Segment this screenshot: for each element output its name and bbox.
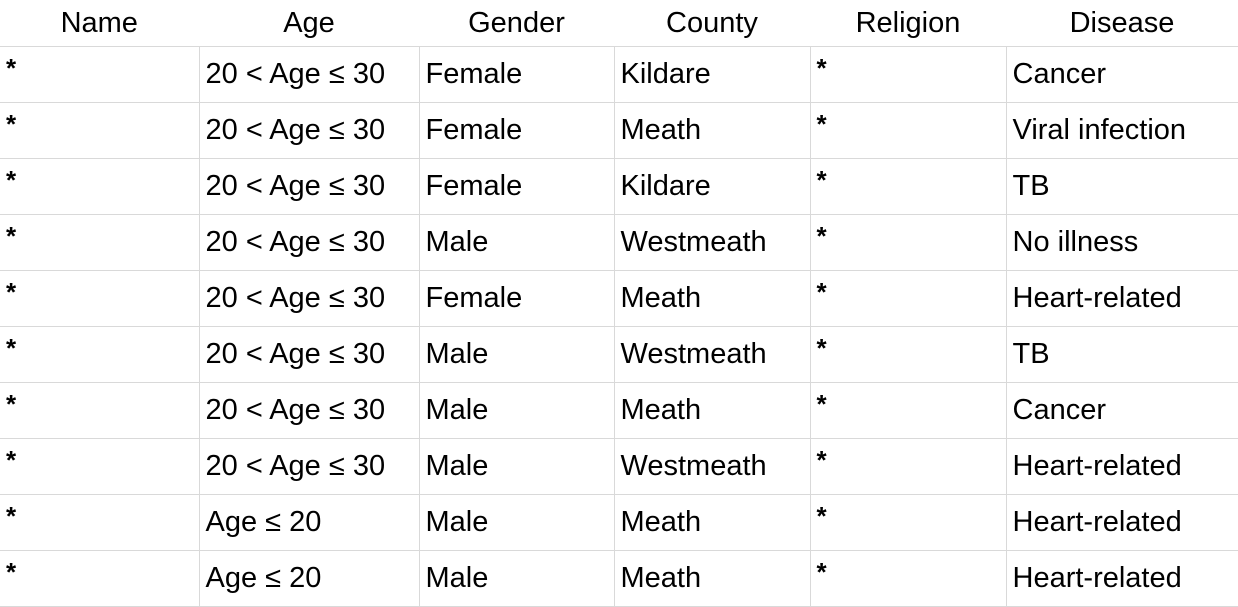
cell-disease[interactable]: Cancer xyxy=(1005,46,1238,103)
cell-name[interactable]: * xyxy=(0,382,200,439)
cell-county[interactable]: Meath xyxy=(613,494,811,551)
cell-age[interactable]: 20 < Age ≤ 30 xyxy=(198,438,420,495)
cell-name[interactable]: * xyxy=(0,550,200,607)
cell-county[interactable]: Meath xyxy=(613,550,811,607)
table-row: * Age ≤ 20 Male Meath * Heart-related xyxy=(0,550,1238,607)
header-gender[interactable]: Gender xyxy=(419,0,614,47)
cell-name[interactable]: * xyxy=(0,214,200,271)
header-county[interactable]: County xyxy=(614,0,810,47)
table-row: * 20 < Age ≤ 30 Female Meath * Heart-related xyxy=(0,270,1238,327)
table-row: * Age ≤ 20 Male Meath * Heart-related xyxy=(0,494,1238,551)
cell-disease[interactable]: Cancer xyxy=(1005,382,1238,439)
header-disease[interactable]: Disease xyxy=(1006,0,1238,47)
table-body: * 20 < Age ≤ 30 Female Kildare * Cancer * 20 < … xyxy=(0,46,1238,607)
cell-gender[interactable]: Male xyxy=(418,550,615,607)
cell-county[interactable]: Meath xyxy=(613,270,811,327)
header-age[interactable]: Age xyxy=(199,0,419,47)
cell-religion[interactable]: * xyxy=(809,382,1007,439)
cell-disease[interactable]: Heart-related xyxy=(1005,438,1238,495)
cell-religion[interactable]: * xyxy=(809,326,1007,383)
cell-religion[interactable]: * xyxy=(809,46,1007,103)
cell-name[interactable]: * xyxy=(0,438,200,495)
cell-age[interactable]: 20 < Age ≤ 30 xyxy=(198,382,420,439)
cell-age[interactable]: 20 < Age ≤ 30 xyxy=(198,326,420,383)
cell-name[interactable]: * xyxy=(0,102,200,159)
table-row: * 20 < Age ≤ 30 Female Meath * Viral infectio… xyxy=(0,102,1238,159)
header-religion[interactable]: Religion xyxy=(810,0,1006,47)
cell-age[interactable]: Age ≤ 20 xyxy=(198,550,420,607)
cell-gender[interactable]: Male xyxy=(418,214,615,271)
cell-religion[interactable]: * xyxy=(809,270,1007,327)
table-row: * 20 < Age ≤ 30 Male Westmeath * No illness xyxy=(0,214,1238,271)
table-row: * 20 < Age ≤ 30 Male Westmeath * Heart-relate… xyxy=(0,438,1238,495)
cell-gender[interactable]: Male xyxy=(418,326,615,383)
cell-gender[interactable]: Male xyxy=(418,438,615,495)
cell-age[interactable]: 20 < Age ≤ 30 xyxy=(198,214,420,271)
cell-name[interactable]: * xyxy=(0,494,200,551)
cell-disease[interactable]: TB xyxy=(1005,326,1238,383)
cell-name[interactable]: * xyxy=(0,158,200,215)
cell-religion[interactable]: * xyxy=(809,494,1007,551)
cell-age[interactable]: 20 < Age ≤ 30 xyxy=(198,158,420,215)
cell-county[interactable]: Westmeath xyxy=(613,438,811,495)
cell-disease[interactable]: Heart-related xyxy=(1005,270,1238,327)
cell-name[interactable]: * xyxy=(0,270,200,327)
cell-county[interactable]: Westmeath xyxy=(613,214,811,271)
cell-disease[interactable]: Heart-related xyxy=(1005,550,1238,607)
cell-religion[interactable]: * xyxy=(809,214,1007,271)
table-row: * 20 < Age ≤ 30 Female Kildare * TB xyxy=(0,158,1238,215)
cell-county[interactable]: Westmeath xyxy=(613,326,811,383)
cell-county[interactable]: Kildare xyxy=(613,158,811,215)
cell-religion[interactable]: * xyxy=(809,158,1007,215)
header-name[interactable]: Name xyxy=(0,0,199,47)
cell-age[interactable]: 20 < Age ≤ 30 xyxy=(198,46,420,103)
cell-name[interactable]: * xyxy=(0,326,200,383)
cell-gender[interactable]: Female xyxy=(418,158,615,215)
cell-religion[interactable]: * xyxy=(809,438,1007,495)
cell-disease[interactable]: Heart-related xyxy=(1005,494,1238,551)
table-row: * 20 < Age ≤ 30 Male Meath * Cancer xyxy=(0,382,1238,439)
cell-religion[interactable]: * xyxy=(809,102,1007,159)
cell-county[interactable]: Meath xyxy=(613,382,811,439)
header-row: Name Age Gender County Religion Disease xyxy=(0,0,1238,47)
cell-age[interactable]: Age ≤ 20 xyxy=(198,494,420,551)
cell-county[interactable]: Kildare xyxy=(613,46,811,103)
cell-gender[interactable]: Female xyxy=(418,102,615,159)
cell-gender[interactable]: Male xyxy=(418,494,615,551)
cell-age[interactable]: 20 < Age ≤ 30 xyxy=(198,270,420,327)
cell-gender[interactable]: Female xyxy=(418,270,615,327)
cell-religion[interactable]: * xyxy=(809,550,1007,607)
cell-gender[interactable]: Male xyxy=(418,382,615,439)
cell-disease[interactable]: TB xyxy=(1005,158,1238,215)
table-row: * 20 < Age ≤ 30 Male Westmeath * TB xyxy=(0,326,1238,383)
cell-county[interactable]: Meath xyxy=(613,102,811,159)
cell-gender[interactable]: Female xyxy=(418,46,615,103)
cell-disease[interactable]: Viral infection xyxy=(1005,102,1238,159)
cell-age[interactable]: 20 < Age ≤ 30 xyxy=(198,102,420,159)
cell-name[interactable]: * xyxy=(0,46,200,103)
table-row: * 20 < Age ≤ 30 Female Kildare * Cancer xyxy=(0,46,1238,103)
cell-disease[interactable]: No illness xyxy=(1005,214,1238,271)
